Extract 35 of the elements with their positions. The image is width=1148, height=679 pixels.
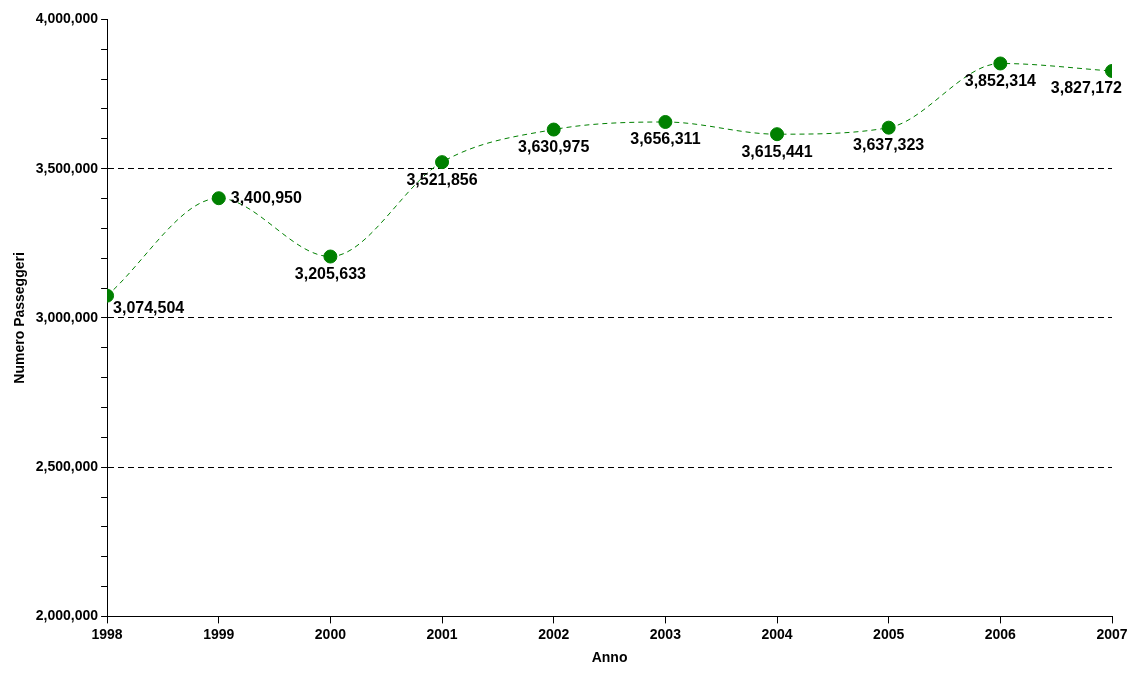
x-tick-label: 2002 bbox=[538, 625, 570, 642]
data-label: 3,074,504 bbox=[113, 299, 185, 317]
y-tick-label: 2,000,000 bbox=[35, 607, 99, 624]
x-tick-label: 2006 bbox=[984, 625, 1017, 642]
point bbox=[211, 191, 226, 206]
data-label: 3,205,633 bbox=[294, 264, 367, 282]
point bbox=[881, 120, 896, 135]
point bbox=[546, 122, 561, 137]
x-tick-label: 1999 bbox=[203, 625, 235, 642]
point bbox=[323, 249, 338, 264]
data-label: 3,852,314 bbox=[964, 71, 1037, 89]
y-axis-title: Numero Passeggeri bbox=[11, 252, 28, 384]
data-label: 3,400,950 bbox=[230, 188, 303, 206]
point bbox=[993, 56, 1008, 71]
y-tick-label: 4,000,000 bbox=[35, 10, 99, 27]
data-label: 3,521,856 bbox=[406, 170, 478, 188]
data-label: 3,656,311 bbox=[630, 130, 701, 148]
x-tick-label: 2000 bbox=[314, 625, 347, 642]
y-tick-label: 3,000,000 bbox=[35, 308, 99, 325]
data-label: 3,630,975 bbox=[518, 137, 590, 155]
x-tick-label: 1998 bbox=[91, 625, 123, 642]
x-tick-label: 2004 bbox=[761, 625, 793, 642]
data-label: 3,615,441 bbox=[741, 142, 813, 160]
x-tick-label: 2003 bbox=[649, 625, 682, 642]
x-tick-label: 2007 bbox=[1096, 625, 1128, 642]
x-tick-label: 2005 bbox=[873, 625, 905, 642]
point bbox=[658, 114, 673, 129]
x-tick-label: 2001 bbox=[426, 625, 458, 642]
y-tick-label: 3,500,000 bbox=[35, 159, 99, 176]
y-tick-label: 2,500,000 bbox=[35, 458, 99, 475]
data-label: 3,637,323 bbox=[853, 136, 925, 154]
point bbox=[770, 127, 785, 142]
x-axis-title: Anno bbox=[591, 649, 628, 666]
point bbox=[435, 155, 450, 170]
data-label: 3,827,172 bbox=[1050, 79, 1123, 97]
